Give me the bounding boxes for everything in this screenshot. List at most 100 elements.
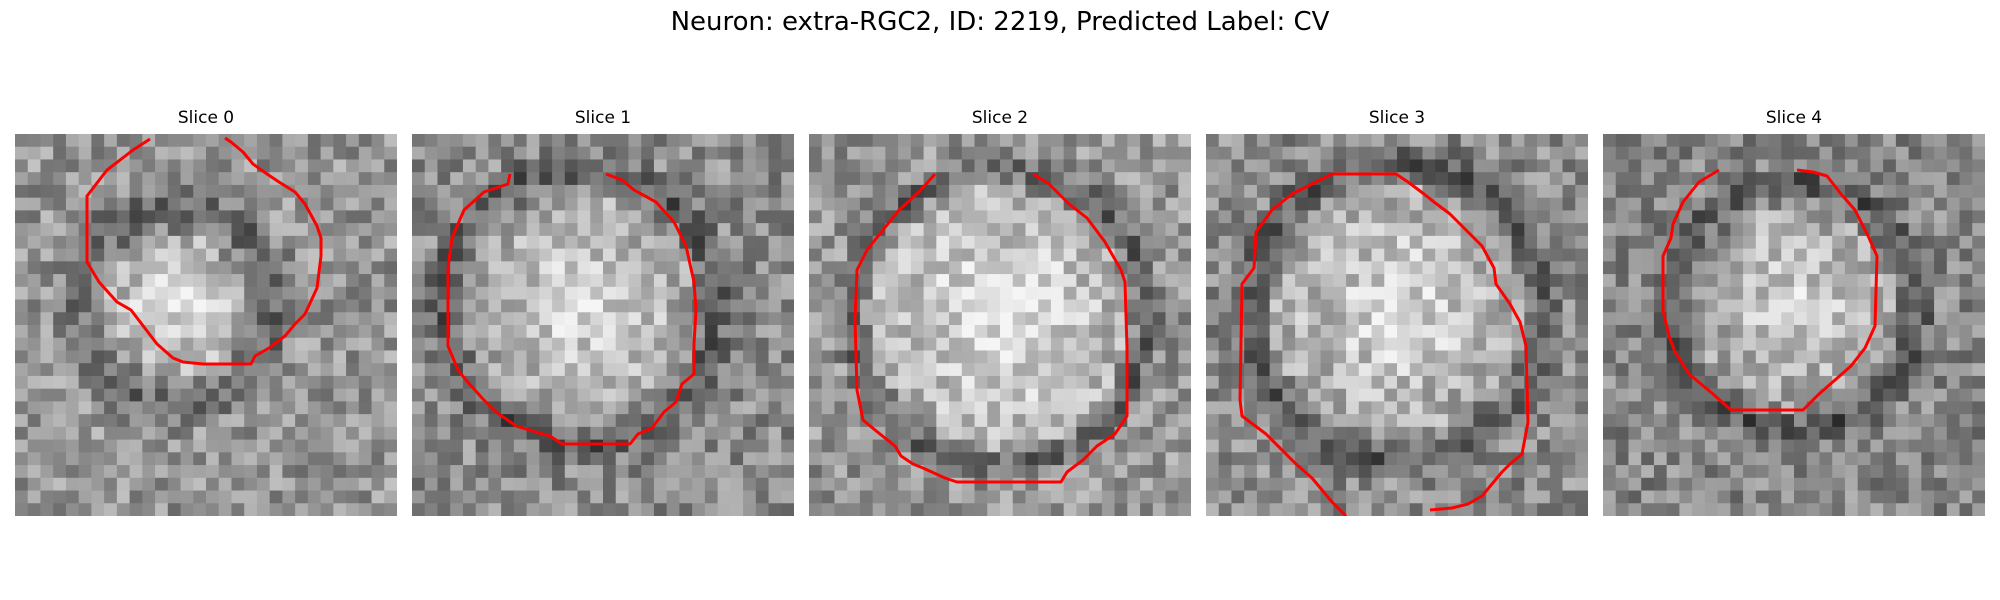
image-pixel	[679, 172, 693, 186]
image-pixel	[1806, 337, 1821, 352]
image-pixel	[961, 325, 976, 339]
image-pixel	[475, 248, 489, 262]
image-pixel	[27, 477, 42, 492]
slice-image-0	[15, 134, 397, 516]
image-pixel	[1895, 312, 1910, 326]
image-pixel	[1615, 159, 1630, 173]
image-pixel	[526, 299, 540, 313]
image-pixel	[1781, 337, 1795, 352]
image-pixel	[1101, 503, 1116, 516]
image-pixel	[1178, 274, 1191, 288]
image-pixel	[501, 477, 515, 492]
image-pixel	[781, 350, 794, 364]
image-pixel	[1806, 363, 1821, 377]
image-pixel	[358, 426, 373, 441]
image-pixel	[1524, 172, 1538, 186]
image-pixel	[1050, 363, 1065, 377]
image-pixel	[437, 388, 451, 402]
image-pixel	[1473, 363, 1487, 377]
image-pixel	[1832, 452, 1846, 466]
image-pixel	[320, 235, 334, 250]
image-pixel	[1025, 414, 1039, 428]
image-pixel	[244, 134, 258, 148]
image-pixel	[78, 439, 92, 453]
image-pixel	[974, 452, 988, 466]
image-pixel	[1447, 146, 1462, 161]
image-pixel	[371, 439, 385, 453]
image-pixel	[653, 159, 668, 173]
image-pixel	[987, 452, 1001, 466]
image-pixel	[821, 146, 836, 161]
image-pixel	[1743, 184, 1757, 199]
image-pixel	[781, 286, 794, 301]
image-pixel	[923, 375, 937, 390]
image-pixel	[320, 172, 334, 186]
image-pixel	[539, 146, 553, 161]
image-pixel	[1832, 388, 1846, 402]
image-pixel	[167, 465, 182, 479]
image-pixel	[885, 312, 899, 326]
image-pixel	[1358, 223, 1373, 237]
image-pixel	[910, 197, 925, 211]
image-pixel	[1755, 439, 1770, 453]
image-pixel	[180, 375, 194, 390]
image-pixel	[1717, 401, 1731, 415]
image-pixel	[1000, 426, 1014, 441]
image-pixel	[371, 299, 385, 313]
image-pixel	[40, 299, 54, 313]
image-pixel	[1806, 452, 1821, 466]
image-pixel	[923, 414, 937, 428]
image-pixel	[1282, 350, 1296, 364]
image-pixel	[65, 184, 80, 199]
image-pixel	[295, 375, 309, 390]
image-pixel	[1320, 235, 1334, 250]
image-pixel	[193, 235, 207, 250]
image-pixel	[1870, 337, 1884, 352]
image-pixel	[53, 261, 67, 275]
image-pixel	[206, 159, 220, 173]
image-pixel	[1346, 477, 1360, 492]
image-pixel	[653, 426, 668, 441]
image-pixel	[872, 375, 886, 390]
image-pixel	[1358, 439, 1373, 453]
image-pixel	[1895, 172, 1910, 186]
image-pixel	[1819, 248, 1833, 262]
image-pixel	[437, 159, 451, 173]
image-pixel	[898, 388, 912, 402]
image-pixel	[1127, 465, 1141, 479]
image-pixel	[1114, 388, 1128, 402]
image-pixel	[1307, 274, 1322, 288]
image-pixel	[412, 210, 426, 224]
image-pixel	[475, 477, 489, 492]
image-pixel	[1063, 325, 1077, 339]
image-pixel	[15, 197, 29, 211]
image-pixel	[1511, 465, 1525, 479]
image-pixel	[1781, 350, 1795, 364]
image-pixel	[1895, 477, 1910, 492]
image-pixel	[577, 426, 591, 441]
image-pixel	[872, 452, 886, 466]
image-pixel	[1127, 426, 1141, 441]
image-pixel	[834, 184, 848, 199]
image-pixel	[949, 490, 963, 504]
image-pixel	[1282, 235, 1296, 250]
image-pixel	[1641, 159, 1655, 173]
image-pixel	[987, 274, 1001, 288]
image-pixel	[193, 503, 207, 516]
image-pixel	[1000, 477, 1014, 492]
image-pixel	[1755, 312, 1770, 326]
image-pixel	[923, 286, 937, 301]
image-pixel	[1755, 274, 1770, 288]
image-pixel	[821, 134, 836, 148]
image-pixel	[412, 134, 426, 148]
image-pixel	[1717, 146, 1731, 161]
image-pixel	[1397, 286, 1411, 301]
image-pixel	[872, 223, 886, 237]
image-pixel	[1346, 172, 1360, 186]
image-pixel	[1498, 452, 1513, 466]
image-pixel	[475, 401, 489, 415]
image-pixel	[155, 248, 169, 262]
image-pixel	[295, 210, 309, 224]
image-pixel	[1282, 337, 1296, 352]
image-pixel	[155, 134, 169, 148]
